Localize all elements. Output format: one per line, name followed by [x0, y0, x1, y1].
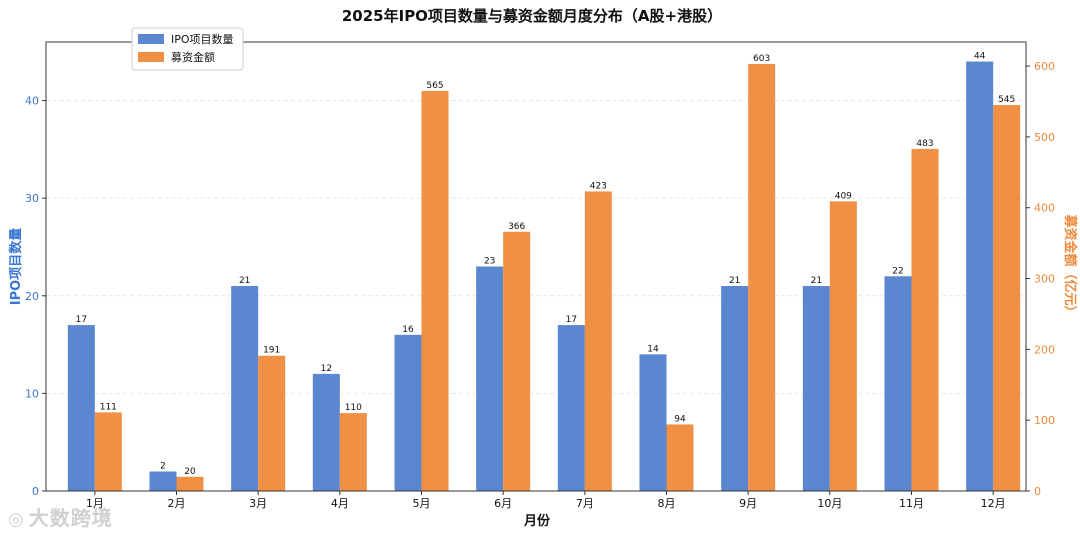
data-label-count: 21 [239, 276, 250, 286]
bar-count [394, 334, 422, 491]
x-tick-label: 12月 [981, 497, 1006, 510]
legend-label: IPO项目数量 [171, 33, 234, 46]
bar-amount [748, 63, 776, 492]
watermark-logo-icon: ◎ [8, 509, 25, 530]
legend-swatch [138, 34, 164, 44]
y-tick-label-right: 0 [1034, 485, 1041, 498]
y-tick-label-right: 300 [1034, 273, 1055, 286]
y-axis-right: 0 100 200 300 400 500 600 [1026, 60, 1055, 498]
x-tick-label: 2月 [168, 497, 186, 510]
bar-count [721, 286, 749, 491]
y-tick-label-left: 30 [25, 192, 39, 205]
data-label-amount: 111 [100, 402, 117, 412]
data-label-count: 17 [566, 315, 577, 325]
data-label-count: 21 [811, 276, 822, 286]
data-label-count: 16 [402, 325, 414, 335]
data-label-count: 21 [729, 276, 740, 286]
x-tick-label: 11月 [899, 497, 924, 510]
data-label-amount: 20 [184, 467, 196, 477]
data-label-amount: 409 [835, 191, 852, 201]
data-label-amount: 366 [508, 222, 525, 232]
bar-count [884, 276, 912, 491]
data-label-amount: 545 [998, 95, 1015, 105]
legend-label: 募资金额 [171, 50, 215, 64]
bar-amount [911, 148, 939, 492]
y-tick-label-right: 500 [1034, 131, 1055, 144]
bar-amount [94, 412, 122, 491]
bar-amount [176, 476, 204, 491]
data-label-amount: 565 [426, 81, 443, 91]
gridlines [46, 100, 1026, 394]
data-label-amount: 603 [753, 54, 770, 64]
bar-amount [339, 413, 367, 491]
y-tick-label-left: 0 [32, 485, 39, 498]
bar-count [312, 373, 340, 491]
x-tick-label: 1月 [86, 497, 104, 510]
x-tick-label: 3月 [249, 497, 267, 510]
y-tick-label-right: 400 [1034, 202, 1055, 215]
bar-amount [584, 191, 612, 491]
data-label-count: 23 [484, 257, 495, 267]
watermark: ◎ 大数跨境 [8, 502, 113, 531]
bar-amount [503, 231, 531, 492]
bar-amount [421, 90, 449, 491]
x-tick-label: 9月 [739, 497, 757, 510]
data-label-count: 44 [974, 52, 986, 62]
y-tick-label-right: 200 [1034, 343, 1055, 356]
data-label-count: 12 [321, 364, 332, 374]
y-tick-label-left: 10 [25, 387, 39, 400]
bar-amount [666, 424, 694, 491]
x-tick-label: 10月 [817, 497, 842, 510]
bar-count [557, 325, 585, 491]
y-tick-label-right: 600 [1034, 60, 1055, 73]
data-label-amount: 483 [916, 139, 933, 149]
y-axis-label-right: 募资金额（亿元） [1062, 213, 1078, 318]
bar-count [966, 61, 994, 492]
x-tick-label: 4月 [331, 497, 349, 510]
y-axis-left: 0 10 20 30 40 [25, 95, 46, 498]
data-label-count: 2 [160, 461, 166, 471]
data-label-amount: 191 [263, 346, 280, 356]
data-labels: 17 111 2 20 21 191 12 110 16 565 23 366 17 423 14 94 21 6… [76, 52, 1016, 477]
x-axis: 1月 2月 3月 4月 5月 6月 7月 8月 9月 10月 11月 12月 [86, 491, 1006, 510]
y-axis-label-left: IPO项目数量 [8, 228, 24, 305]
bar-count [231, 286, 259, 491]
data-label-amount: 94 [674, 414, 686, 424]
x-tick-label: 7月 [576, 497, 594, 510]
watermark-text: 大数跨境 [28, 506, 113, 530]
x-tick-label: 5月 [413, 497, 431, 510]
bar-count [149, 471, 177, 491]
data-label-count: 22 [892, 266, 903, 276]
bar-count [476, 266, 504, 491]
bar-amount [829, 201, 857, 491]
bar-count [639, 354, 667, 491]
y-tick-label-right: 100 [1034, 414, 1055, 427]
chart-title: 2025年IPO项目数量与募资金额月度分布（A股+港股） [342, 7, 722, 25]
data-label-amount: 423 [590, 181, 607, 191]
bar-count [802, 286, 830, 491]
bar-amount [258, 355, 286, 491]
x-axis-label: 月份 [523, 513, 551, 529]
x-tick-label: 8月 [658, 497, 676, 510]
plot-frame [45, 41, 1027, 492]
legend-swatch [138, 52, 164, 62]
data-label-count: 14 [647, 344, 659, 354]
y-tick-label-left: 20 [25, 290, 39, 303]
data-label-count: 17 [76, 315, 87, 325]
bar-amount [993, 105, 1021, 491]
bars [67, 61, 1021, 492]
y-tick-label-left: 40 [25, 95, 39, 108]
data-label-amount: 110 [345, 403, 362, 413]
bar-count [67, 325, 95, 491]
x-tick-label: 6月 [494, 497, 512, 510]
